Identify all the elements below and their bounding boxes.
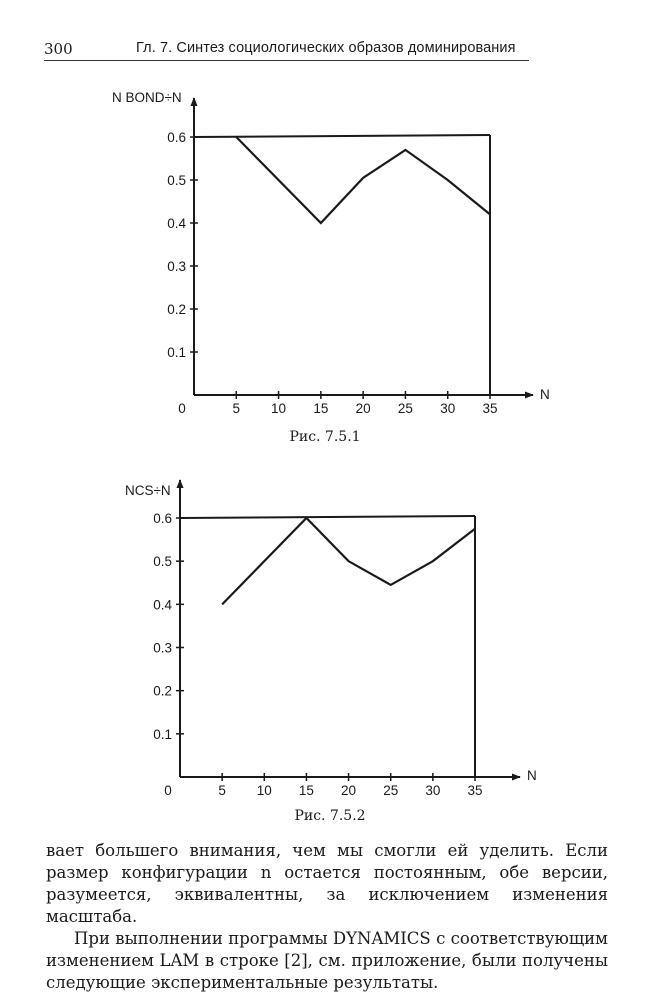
y-tick-label: 0.6 — [167, 130, 186, 145]
x-axis-label: N — [540, 387, 550, 402]
x-tick-label: 20 — [341, 783, 356, 798]
x-tick-label: 0 — [164, 783, 172, 798]
body-text: вает большего внимания, чем мы смогли ей… — [46, 840, 608, 994]
x-tick-label: 25 — [383, 783, 398, 798]
x-tick-label: 0 — [178, 401, 186, 416]
page-number: 300 — [44, 40, 73, 58]
x-tick-label: 15 — [313, 401, 328, 416]
page-header: 300 Гл. 7. Синтез социологических образо… — [44, 40, 529, 62]
y-tick-label: 0.4 — [167, 216, 186, 231]
x-tick-label: 30 — [440, 401, 455, 416]
header-rule — [44, 60, 529, 61]
figure-7-5-2: NCS÷N N 0 5 10 15 20 25 30 35 0.1 0.2 0.3 0.4 0.5 0.6 Ри… — [125, 479, 537, 824]
y-tick-label: 0.2 — [167, 302, 186, 317]
x-tick-label: 5 — [233, 401, 241, 416]
data-series-line — [221, 516, 476, 606]
y-tick-label: 0.4 — [153, 597, 172, 612]
x-tick-label: 20 — [356, 401, 371, 416]
x-tick-label: 10 — [271, 401, 286, 416]
y-axis-label: N BOND÷N — [112, 90, 182, 105]
y-tick-label: 0.6 — [153, 511, 172, 526]
x-tick-label: 25 — [398, 401, 413, 416]
paragraph-1: вает большего внимания, чем мы смогли ей… — [46, 841, 608, 926]
x-tick-label: 10 — [257, 783, 272, 798]
figure-caption: Рис. 7.5.2 — [294, 808, 365, 824]
y-tick-label: 0.3 — [153, 641, 172, 656]
y-tick-label: 0.1 — [167, 345, 186, 360]
x-tick-label: 5 — [218, 783, 226, 798]
paragraph-2: При выполнении программы DYNAMICS с соот… — [46, 929, 608, 992]
y-axis-label: NCS÷N — [125, 483, 171, 498]
x-axis-label: N — [527, 768, 537, 783]
x-tick-label: 35 — [467, 783, 482, 798]
y-tick-label: 0.1 — [153, 727, 172, 742]
x-tick-label: 35 — [482, 401, 497, 416]
figure-caption: Рис. 7.5.1 — [289, 429, 360, 445]
y-tick-label: 0.2 — [153, 684, 172, 699]
reference-line — [193, 134, 491, 138]
y-tick-label: 0.3 — [167, 259, 186, 274]
y-tick-label: 0.5 — [153, 554, 172, 569]
reference-line — [179, 515, 476, 519]
x-tick-label: 15 — [299, 783, 314, 798]
y-tick-label: 0.5 — [167, 173, 186, 188]
running-title: Гл. 7. Синтез социологических образов до… — [136, 40, 516, 56]
x-tick-label: 30 — [425, 783, 440, 798]
data-series-line — [235, 136, 491, 225]
figure-7-5-1: N BOND÷N N 0 5 10 15 20 25 30 35 0.1 0.2 0.3 0.4 0.5 0.… — [112, 90, 550, 445]
